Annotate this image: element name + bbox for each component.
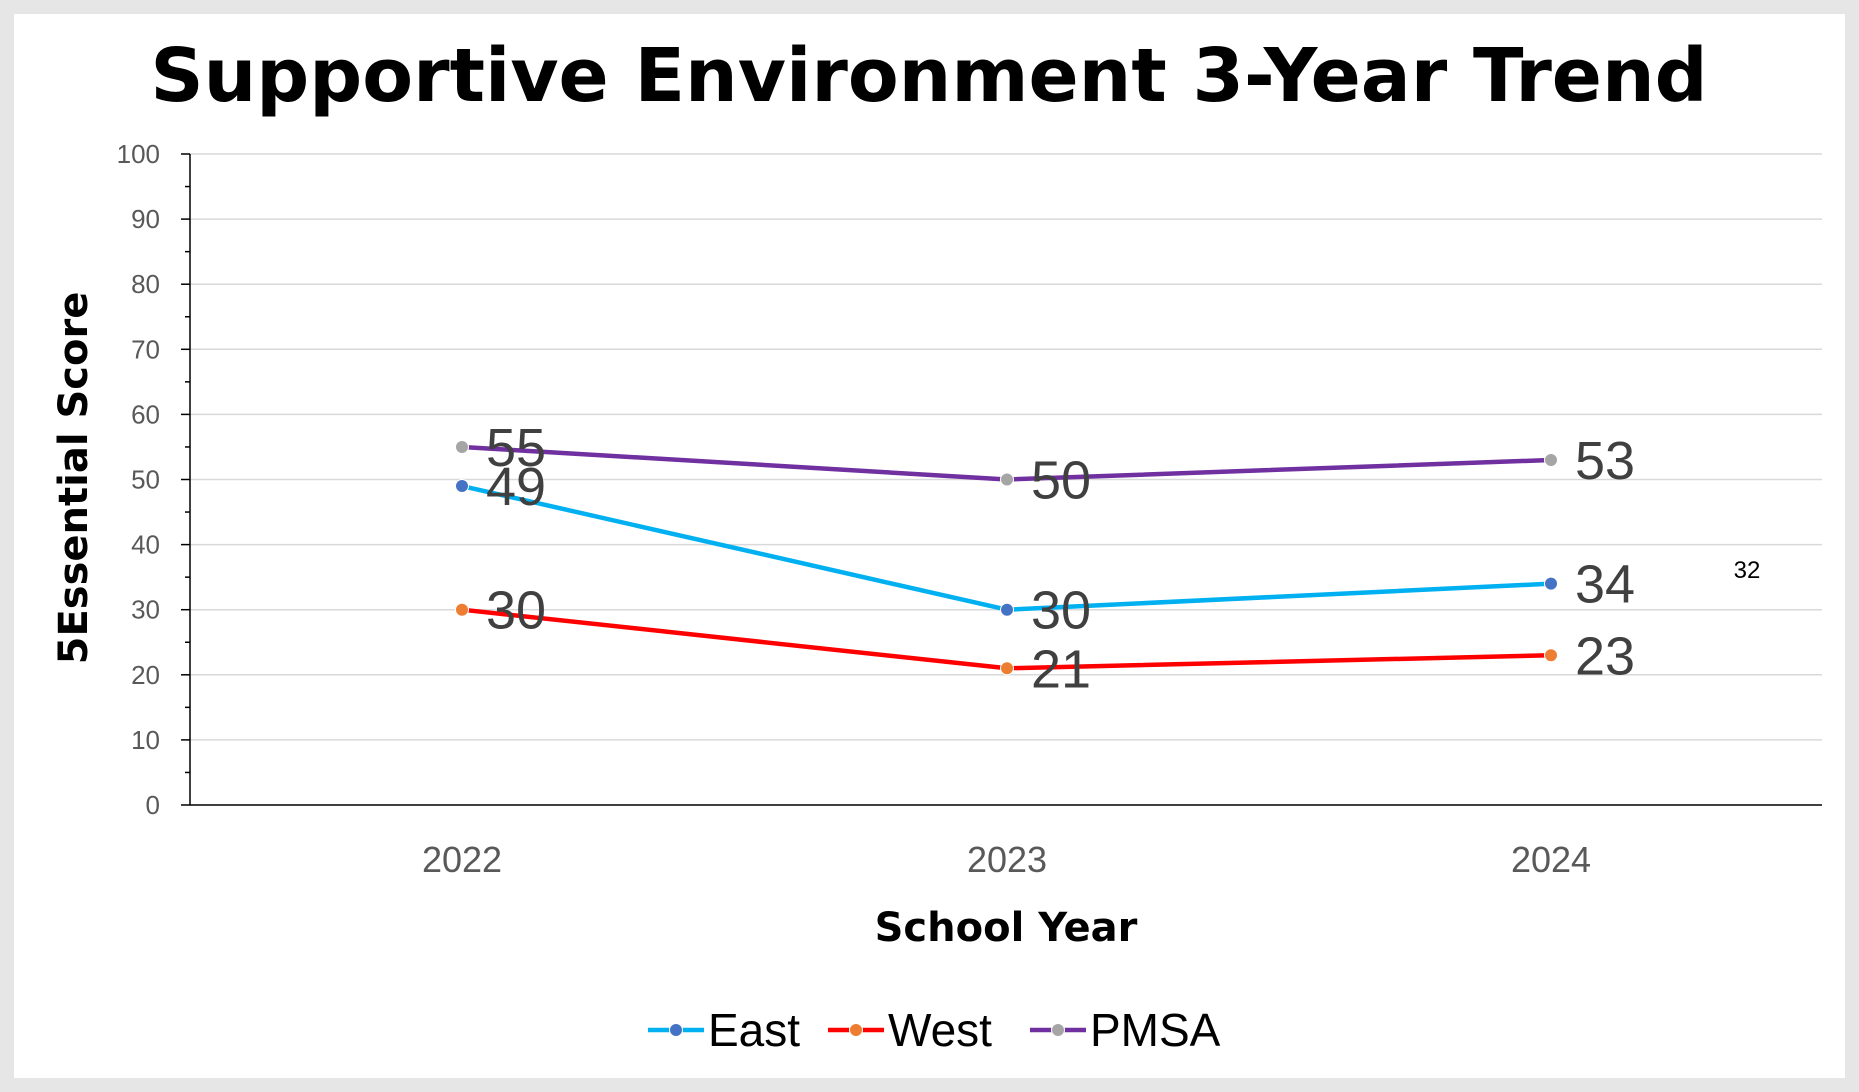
data-point-pmsa [455,439,469,454]
chart-title: Supportive Environment 3-Year Trend [150,33,1707,119]
data-point-east [1000,602,1014,617]
y-tick-label: 70 [131,334,160,364]
data-point-east [1544,576,1558,591]
data-point-pmsa [1544,452,1558,467]
series-lines [455,439,1558,676]
legend-label-pmsa: PMSA [1090,1004,1221,1056]
data-label-west: 21 [1031,639,1091,699]
legend-label-west: West [888,1004,992,1056]
y-tick-labels: 0 10 20 30 40 50 60 70 80 90 100 [117,139,160,820]
data-point-west [455,602,469,617]
data-label-pmsa: 50 [1031,451,1091,511]
axes [181,153,1822,806]
y-tick-label: 0 [146,790,160,820]
x-tick-label: 2022 [422,839,502,880]
y-tick-label: 30 [131,595,160,625]
x-tick-label: 2023 [967,839,1047,880]
y-tick-label: 20 [131,660,160,690]
y-tick-label: 60 [131,399,160,429]
x-axis-title: School Year [875,905,1138,951]
annotation-32: 32 [1734,557,1761,584]
x-tick-label: 2024 [1511,839,1591,880]
legend-label-east: East [708,1004,800,1056]
y-axis-title: 5Essential Score [51,292,97,665]
series-line-west [461,607,1552,671]
y-tick-label: 80 [131,269,160,299]
series-line-east [461,483,1552,612]
legend-marker-east [669,1023,683,1037]
legend-marker-west [849,1023,863,1037]
data-point-west [1000,661,1014,676]
y-tick-label: 10 [131,725,160,755]
data-point-west [1544,648,1558,663]
y-tick-label: 90 [131,204,160,234]
data-label-west: 23 [1575,626,1635,686]
data-label-east: 49 [486,457,546,517]
legend: East West PMSA [648,1004,1221,1056]
data-label-west: 30 [486,581,546,641]
legend-marker-pmsa [1051,1023,1065,1037]
data-label-pmsa: 55 [486,418,546,478]
y-tick-label: 40 [131,530,160,560]
data-point-pmsa [1000,472,1014,487]
data-label-east: 34 [1575,555,1635,615]
x-tick-labels: 2022 2023 2024 [422,839,1591,880]
data-label-pmsa: 53 [1575,431,1635,491]
data-label-east: 30 [1031,581,1091,641]
data-point-east [455,479,469,494]
y-tick-label: 100 [117,139,160,169]
y-tick-label: 50 [131,465,160,495]
